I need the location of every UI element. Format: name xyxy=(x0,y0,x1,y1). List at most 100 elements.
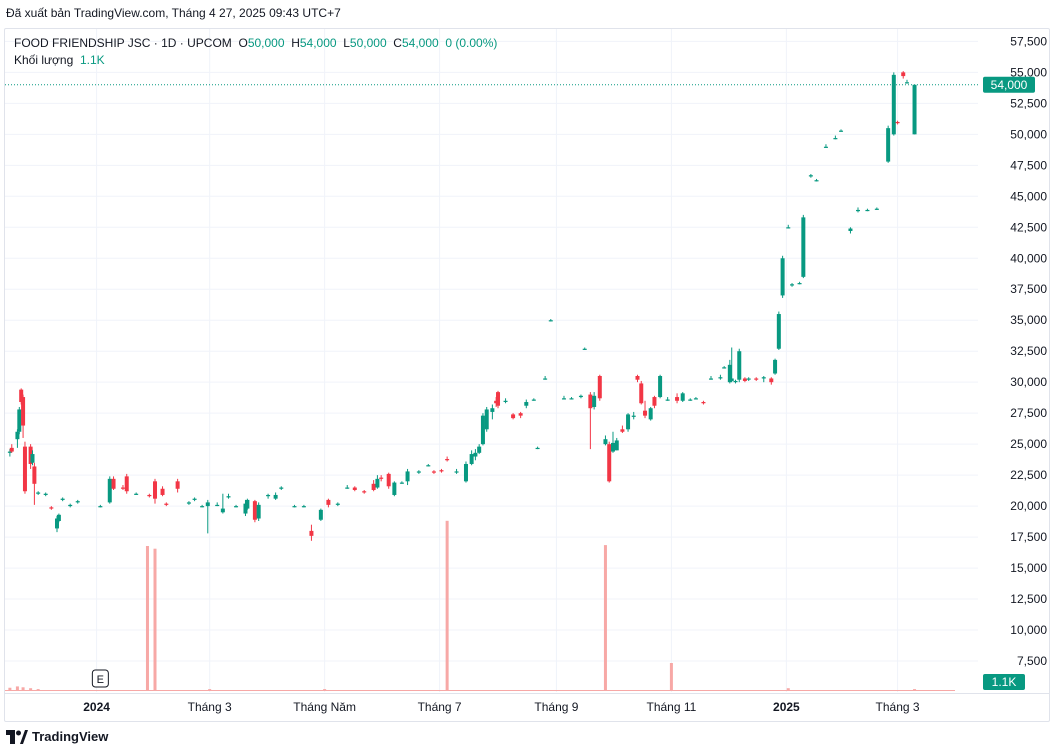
candle-body xyxy=(205,502,210,507)
candle-body xyxy=(426,465,431,467)
candle-body xyxy=(746,378,751,380)
price-tick-label: 20,000 xyxy=(1010,499,1047,513)
candle-body xyxy=(107,478,112,503)
price-tick-label: 7,500 xyxy=(1017,654,1047,668)
candle-body xyxy=(56,514,61,521)
price-tick-label: 30,000 xyxy=(1010,375,1047,389)
price-tick-label: 55,000 xyxy=(1010,65,1047,79)
candle-body xyxy=(192,498,197,500)
candle-body xyxy=(147,494,152,497)
candle-body xyxy=(345,487,350,489)
candle-body xyxy=(582,348,587,350)
candle-body xyxy=(215,504,220,507)
candle-body xyxy=(631,415,636,417)
candle-body xyxy=(32,466,37,484)
candle-body xyxy=(68,504,73,507)
candle-body xyxy=(43,493,48,495)
candle-body xyxy=(620,429,625,432)
candle-body xyxy=(733,380,738,383)
candle-body xyxy=(164,503,169,505)
candle-body xyxy=(904,82,909,84)
candle-body xyxy=(480,415,485,445)
volume-bar xyxy=(669,663,673,690)
last-price-badge xyxy=(983,76,1035,93)
tradingview-logo-icon xyxy=(6,729,28,744)
candle-body xyxy=(524,402,529,406)
candle-body xyxy=(279,487,284,489)
candle-body xyxy=(688,399,693,401)
candle-body xyxy=(352,487,357,491)
candle-body xyxy=(21,397,26,426)
candle-body xyxy=(773,359,778,374)
candle-body xyxy=(454,471,459,473)
candle-body xyxy=(405,471,410,482)
candle-body xyxy=(603,439,608,445)
volume-bar xyxy=(8,687,12,690)
candle-body xyxy=(652,397,657,406)
price-tick-label: 37,500 xyxy=(1010,282,1047,296)
last-volume-badge xyxy=(983,674,1025,690)
candle-body xyxy=(648,408,653,420)
candle-body xyxy=(75,501,80,503)
candle-body xyxy=(901,72,906,77)
candle-body xyxy=(701,402,706,404)
candle-body xyxy=(375,478,380,488)
candle-body xyxy=(727,364,732,383)
candle-body xyxy=(708,378,713,380)
earnings-marker xyxy=(91,669,109,688)
volume-value: 1.1K xyxy=(79,53,105,67)
candle-body xyxy=(833,138,838,140)
volume-bar xyxy=(786,688,790,690)
last-volume-label: 1.1K xyxy=(992,675,1017,689)
volume-bar xyxy=(603,545,607,690)
candle-body xyxy=(503,400,508,402)
candle-body xyxy=(865,209,870,212)
change-value: 0 (0.00%) xyxy=(445,36,498,50)
candle-body xyxy=(371,483,376,491)
candle-body xyxy=(797,283,802,285)
time-tick-label: Tháng 7 xyxy=(418,700,462,714)
volume-label[interactable]: Khối lượng xyxy=(14,53,74,67)
candle-body xyxy=(578,395,583,398)
candle-body xyxy=(769,378,774,383)
volume-bar xyxy=(913,689,917,691)
candle-body xyxy=(473,452,478,457)
candle-body xyxy=(445,459,450,461)
candle-body xyxy=(326,499,331,505)
price-tick-label: 52,500 xyxy=(1010,96,1047,110)
symbol-title[interactable]: FOOD FRIENDSHIP JSC · 1D · UPCOM xyxy=(14,36,232,50)
tradingview-logo[interactable]: TradingView xyxy=(6,729,108,744)
candle-body xyxy=(610,442,615,452)
brand-name: TradingView xyxy=(32,729,109,744)
candle-body xyxy=(273,494,278,499)
candle-body xyxy=(226,496,231,498)
candle-body xyxy=(134,493,139,495)
candle-body xyxy=(496,392,501,406)
candle-body xyxy=(490,408,495,412)
earnings-marker-label: E xyxy=(97,674,104,686)
candle-body xyxy=(124,476,129,492)
time-tick-label: Tháng 3 xyxy=(188,700,232,714)
close-label: C xyxy=(393,36,402,50)
chart-legend: FOOD FRIENDSHIP JSC · 1D · UPCOM O50,000… xyxy=(14,35,497,69)
candle-body xyxy=(30,454,35,463)
candle-body xyxy=(895,121,900,124)
candle-body xyxy=(548,320,553,322)
candle-body xyxy=(17,409,22,432)
chart-frame[interactable] xyxy=(4,28,1050,722)
price-tick-label: 22,500 xyxy=(1010,468,1047,482)
candle-body xyxy=(729,378,734,381)
candle-body xyxy=(635,375,640,380)
price-tick-label: 27,500 xyxy=(1010,406,1047,420)
candle-body xyxy=(737,351,742,380)
price-tick-label: 35,000 xyxy=(1010,313,1047,327)
price-tick-label: 47,500 xyxy=(1010,158,1047,172)
candle-body xyxy=(518,413,523,416)
candle-body xyxy=(814,180,819,182)
legend-volume-row: Khối lượng 1.1K xyxy=(14,52,497,69)
open-label: O xyxy=(238,36,248,50)
volume-bar xyxy=(21,687,25,690)
legend-ohlc-row: FOOD FRIENDSHIP JSC · 1D · UPCOM O50,000… xyxy=(14,35,497,52)
candle-body xyxy=(234,506,239,508)
